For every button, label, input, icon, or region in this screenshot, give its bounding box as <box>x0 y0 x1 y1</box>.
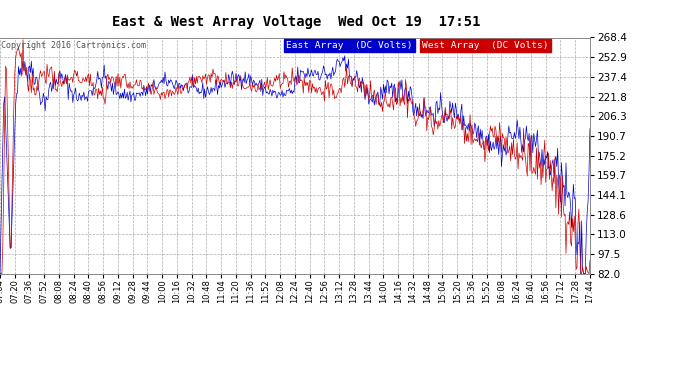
Text: Copyright 2016 Cartronics.com: Copyright 2016 Cartronics.com <box>1 41 146 50</box>
Text: East Array  (DC Volts): East Array (DC Volts) <box>286 41 413 50</box>
Text: East & West Array Voltage  Wed Oct 19  17:51: East & West Array Voltage Wed Oct 19 17:… <box>112 15 481 29</box>
Text: West Array  (DC Volts): West Array (DC Volts) <box>422 41 549 50</box>
